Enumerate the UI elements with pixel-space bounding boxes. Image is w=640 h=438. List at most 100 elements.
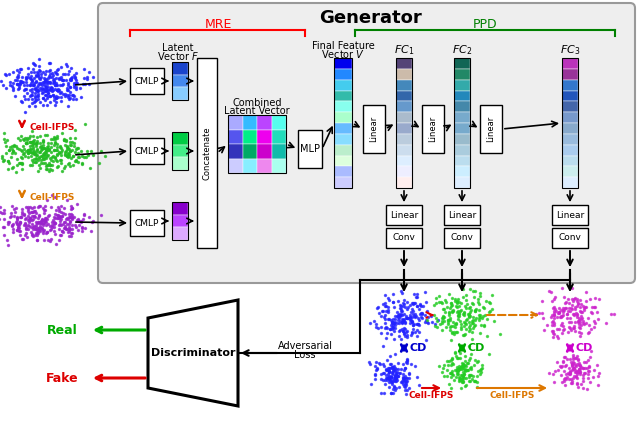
Point <box>47 69 57 76</box>
Point <box>50 135 60 142</box>
Point <box>399 301 409 308</box>
Point <box>12 67 22 74</box>
Point <box>51 98 61 105</box>
Point <box>549 331 559 338</box>
Point <box>33 224 43 231</box>
Point <box>88 218 99 225</box>
Point <box>544 288 554 295</box>
Point <box>454 366 464 373</box>
Point <box>586 303 596 310</box>
Point <box>468 293 479 300</box>
Point <box>21 74 31 81</box>
Point <box>22 217 33 224</box>
Point <box>35 139 45 146</box>
Bar <box>562 58 578 69</box>
Point <box>21 139 31 146</box>
Point <box>440 297 451 304</box>
Point <box>38 150 48 157</box>
Point <box>460 352 470 359</box>
Point <box>56 93 67 100</box>
Point <box>76 147 86 154</box>
Point <box>575 316 586 323</box>
Point <box>40 131 50 138</box>
Point <box>568 325 579 332</box>
Point <box>34 219 44 226</box>
Point <box>56 97 66 104</box>
Point <box>573 383 584 390</box>
Point <box>388 299 398 306</box>
Point <box>0 209 8 216</box>
Point <box>5 143 15 150</box>
Point <box>55 218 65 225</box>
Point <box>22 208 33 215</box>
Point <box>4 147 14 154</box>
Point <box>477 314 488 321</box>
Point <box>566 301 577 308</box>
Point <box>568 364 579 371</box>
Point <box>45 71 55 78</box>
Point <box>58 91 68 98</box>
Point <box>388 290 398 297</box>
Point <box>438 305 448 312</box>
Point <box>397 319 407 326</box>
Point <box>460 361 470 368</box>
Point <box>51 147 61 154</box>
Point <box>572 353 582 360</box>
Point <box>393 372 403 379</box>
Point <box>73 145 83 152</box>
Point <box>61 225 71 232</box>
Point <box>28 138 38 145</box>
Point <box>45 226 55 233</box>
Point <box>394 319 404 326</box>
Point <box>560 300 570 307</box>
Point <box>420 336 431 343</box>
Point <box>387 369 397 376</box>
Point <box>20 74 31 81</box>
Point <box>61 62 72 69</box>
Point <box>407 329 417 336</box>
Point <box>405 317 415 324</box>
Point <box>400 377 410 384</box>
Point <box>14 85 24 92</box>
Point <box>448 323 458 330</box>
Point <box>28 133 38 140</box>
Point <box>84 81 94 88</box>
Point <box>442 304 452 311</box>
Point <box>378 343 388 350</box>
Point <box>568 353 578 360</box>
Bar <box>396 101 412 112</box>
Point <box>12 214 22 221</box>
Point <box>17 211 28 218</box>
Point <box>24 215 35 222</box>
Point <box>31 231 42 238</box>
Point <box>554 310 564 317</box>
Point <box>451 328 461 336</box>
Point <box>396 302 406 309</box>
Point <box>547 305 557 312</box>
Bar <box>334 101 352 112</box>
Point <box>26 69 36 76</box>
Bar <box>172 145 188 157</box>
Point <box>465 372 476 379</box>
Point <box>38 222 48 229</box>
Point <box>58 76 68 83</box>
Point <box>37 89 47 96</box>
Point <box>52 134 62 141</box>
Point <box>402 357 412 364</box>
Point <box>63 94 74 101</box>
Point <box>33 155 44 162</box>
Point <box>399 318 409 325</box>
Point <box>51 81 61 88</box>
Point <box>559 378 569 385</box>
Point <box>1 138 11 145</box>
Point <box>554 308 564 315</box>
Point <box>63 215 73 223</box>
Point <box>454 302 464 309</box>
Point <box>30 61 40 68</box>
Point <box>57 227 67 234</box>
Point <box>401 360 412 367</box>
Point <box>447 294 458 301</box>
Point <box>444 357 454 364</box>
Point <box>64 150 74 157</box>
Point <box>43 140 53 147</box>
